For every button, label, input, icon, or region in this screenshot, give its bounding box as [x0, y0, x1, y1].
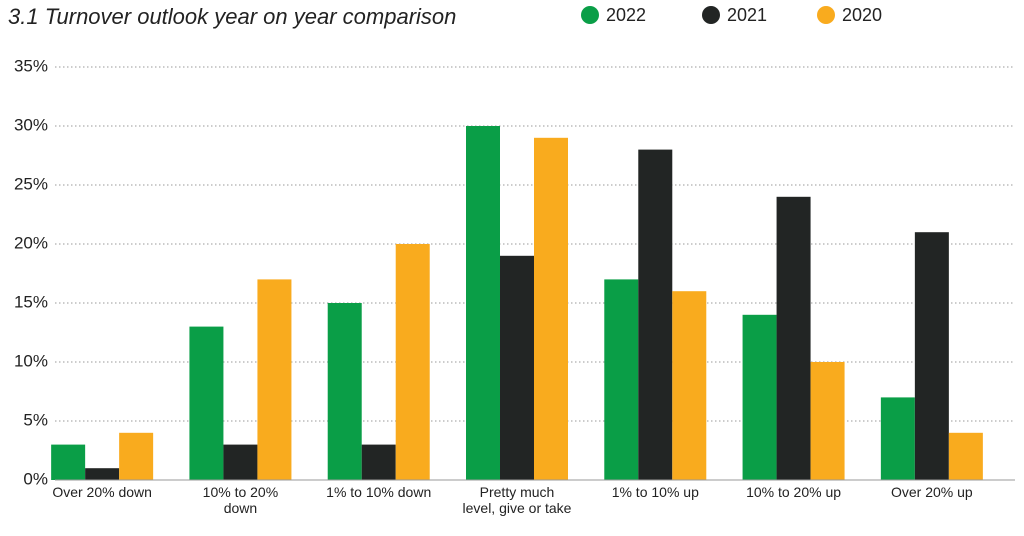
legend-label: 2022: [606, 5, 646, 25]
bar: [880, 397, 915, 480]
x-tick-label: 1% to 10% down: [326, 484, 432, 500]
x-tick-label: Over 20% down: [52, 484, 152, 500]
y-tick-label: 20%: [14, 233, 48, 252]
bar: [638, 149, 673, 480]
legend-label: 2020: [842, 5, 882, 25]
y-tick-label: 25%: [14, 174, 48, 193]
y-tick-label: 0%: [23, 469, 48, 488]
bar: [742, 314, 777, 480]
bar: [361, 444, 396, 480]
bar: [534, 137, 568, 481]
bar: [189, 326, 224, 480]
x-tick-label: Pretty much level, give or take: [462, 484, 572, 516]
y-tick-label: 35%: [14, 56, 48, 75]
bar: [51, 444, 86, 480]
y-tick-label: 15%: [14, 292, 48, 311]
x-tick-label: 1% to 10% up: [611, 484, 699, 500]
legend-label: 2021: [727, 5, 767, 25]
bar: [604, 279, 639, 480]
x-tick-label: 10% to 20% up: [746, 484, 842, 500]
bar: [500, 255, 534, 480]
legend-swatch: [702, 6, 720, 24]
bar: [810, 362, 845, 480]
bar: [327, 303, 362, 480]
x-tick-label: Over 20% up: [890, 484, 973, 500]
bar: [119, 432, 154, 480]
x-tick-label: 10% to 20% down: [202, 484, 279, 516]
bar: [948, 432, 983, 480]
legend-swatch: [581, 6, 599, 24]
y-tick-label: 5%: [23, 410, 48, 429]
bar: [257, 279, 292, 480]
bar: [466, 126, 500, 480]
chart-title: 3.1 Turnover outlook year on year compar…: [8, 4, 456, 29]
bar: [85, 468, 120, 480]
bar: [395, 244, 430, 480]
bar: [776, 196, 811, 481]
bar: [914, 232, 949, 480]
y-tick-label: 30%: [14, 115, 48, 134]
bar: [672, 291, 707, 480]
bar: [223, 444, 258, 480]
y-tick-label: 10%: [14, 351, 48, 370]
legend-swatch: [817, 6, 835, 24]
